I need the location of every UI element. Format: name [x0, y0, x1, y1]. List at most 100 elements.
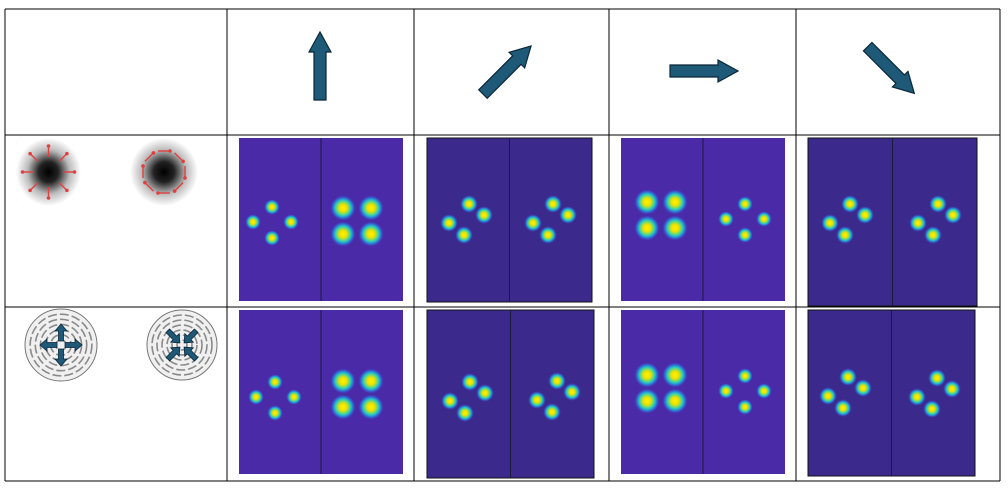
intensity-spot: [461, 373, 479, 391]
intensity-spot: [264, 230, 280, 246]
polarization-vector-head: [181, 160, 185, 164]
intensity-spot: [662, 215, 688, 241]
intensity-spot: [756, 211, 772, 227]
intensity-spot: [267, 405, 283, 421]
intensity-spot: [248, 389, 264, 405]
intensity-spot: [944, 206, 962, 224]
intensity-spot: [836, 226, 854, 244]
pattern-panel: [239, 138, 403, 301]
intensity-spot: [524, 214, 542, 232]
intensity-spot: [839, 368, 857, 386]
intensity-spot: [358, 368, 384, 394]
intensity-spot: [834, 399, 852, 417]
intensity-spot: [543, 403, 561, 421]
intensity-spot: [548, 372, 566, 390]
intensity-spot: [544, 195, 562, 213]
up-arrow: [309, 32, 331, 100]
polarization-vector-head: [173, 189, 177, 193]
azimuthal-metasurface-icon: [147, 310, 217, 380]
intensity-profile: [130, 138, 198, 206]
intensity-spot: [909, 214, 927, 232]
intensity-spot: [330, 195, 356, 221]
pattern-panel: [621, 310, 785, 474]
radial-metasurface-icon: [25, 309, 97, 381]
intensity-spot: [854, 379, 872, 397]
azimuthal-polarization-icon: [130, 138, 198, 206]
intensity-spot: [718, 211, 734, 227]
intensity-spot: [662, 388, 688, 414]
polarization-vector-head: [21, 170, 25, 174]
intensity-spot: [476, 384, 494, 402]
intensity-spot: [841, 195, 859, 213]
intensity-spot: [330, 368, 356, 394]
intensity-spot: [819, 387, 837, 405]
intensity-spot: [756, 383, 772, 399]
polarization-vector-head: [143, 181, 147, 185]
intensity-spot: [563, 383, 581, 401]
intensity-spot: [528, 391, 546, 409]
intensity-spot: [286, 389, 302, 405]
intensity-spot: [441, 392, 459, 410]
intensity-spot: [943, 380, 961, 398]
intensity-spot: [929, 195, 947, 213]
intensity-spot: [358, 221, 384, 247]
pattern-panel: [621, 138, 785, 301]
pattern-panel: [808, 310, 975, 476]
row-icons: [25, 309, 217, 381]
intensity-spot: [330, 221, 356, 247]
intensity-spot: [455, 226, 473, 244]
pattern-panel: [808, 138, 977, 306]
intensity-spot: [928, 369, 946, 387]
intensity-spot: [634, 388, 660, 414]
radial-polarization-icon: [16, 138, 81, 206]
intensity-spot: [634, 215, 660, 241]
pattern-panel: [427, 310, 594, 478]
metasurface-row: [25, 309, 975, 478]
polarization-vector-head: [47, 196, 51, 200]
intensity-spot: [475, 206, 493, 224]
intensity-spot: [330, 394, 356, 420]
polarization-vector-head: [152, 151, 156, 155]
intensity-spot: [559, 206, 577, 224]
polarization-vector-head: [65, 189, 69, 193]
intensity-spot: [456, 404, 474, 422]
polarization-vector-head: [47, 144, 51, 148]
polarization-vector-head: [183, 176, 187, 180]
pattern-panel: [239, 310, 403, 474]
right-arrow: [670, 60, 738, 82]
down-right-arrow: [860, 39, 922, 101]
polarization-vector-head: [168, 149, 172, 153]
intensity-spot: [358, 195, 384, 221]
intensity-spot: [539, 226, 557, 244]
polarization-vector-head: [65, 152, 69, 156]
intensity-spot: [264, 199, 280, 215]
intensity-spot: [634, 362, 660, 388]
intensity-spot: [358, 394, 384, 420]
intensity-spot: [718, 383, 734, 399]
intensity-spot: [856, 206, 874, 224]
intensity-spot: [267, 374, 283, 390]
intensity-spot: [460, 195, 478, 213]
intensity-spot: [245, 214, 261, 230]
polarizer-row: [16, 138, 977, 306]
polarization-vector-head: [141, 164, 145, 168]
polarization-vector-head: [28, 152, 32, 156]
intensity-spot: [924, 226, 942, 244]
intensity-spot: [908, 388, 926, 406]
pattern-rows: [16, 138, 977, 478]
polarization-vector-head: [156, 191, 160, 195]
intensity-spot: [737, 227, 753, 243]
row-icons: [16, 138, 198, 206]
polarization-vector-head: [73, 170, 77, 174]
intensity-spot: [662, 189, 688, 215]
pattern-panel: [427, 138, 592, 302]
intensity-spot: [737, 368, 753, 384]
intensity-spot: [737, 399, 753, 415]
up-right-arrow: [475, 38, 539, 102]
header-arrows-row: [309, 32, 922, 102]
intensity-spot: [821, 214, 839, 232]
intensity-spot: [440, 214, 458, 232]
intensity-spot: [662, 362, 688, 388]
intensity-spot: [283, 214, 299, 230]
